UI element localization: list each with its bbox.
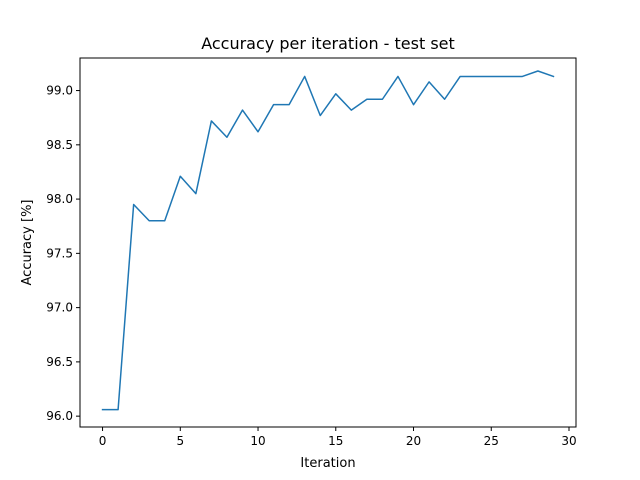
series-layer — [101, 70, 555, 411]
ticks: 0 5 10 15 20 25 30 96.0 96.5 97.0 97.5 98.0 98.5 99.0 — [46, 84, 576, 448]
chart-title: Accuracy per iteration - test set — [201, 34, 455, 53]
y-tick-label: 97.5 — [46, 246, 73, 260]
x-tick-label: 25 — [484, 434, 499, 448]
y-tick-label: 98.0 — [46, 192, 73, 206]
y-tick-label: 99.0 — [46, 84, 73, 98]
x-tick-label: 20 — [406, 434, 421, 448]
x-tick-label: 5 — [176, 434, 184, 448]
y-axis-label: Accuracy [%] — [20, 200, 35, 286]
y-tick-label: 96.0 — [46, 409, 73, 423]
series-line — [101, 70, 555, 411]
y-tick-label: 98.5 — [46, 138, 73, 152]
y-tick-label: 96.5 — [46, 355, 73, 369]
plot-frame — [79, 57, 577, 428]
y-tick-label: 97.0 — [46, 301, 73, 315]
x-tick-label: 30 — [561, 434, 576, 448]
x-tick-label: 0 — [99, 434, 107, 448]
x-tick-label: 10 — [250, 434, 265, 448]
x-tick-label: 15 — [328, 434, 343, 448]
x-axis-label: Iteration — [300, 456, 355, 471]
